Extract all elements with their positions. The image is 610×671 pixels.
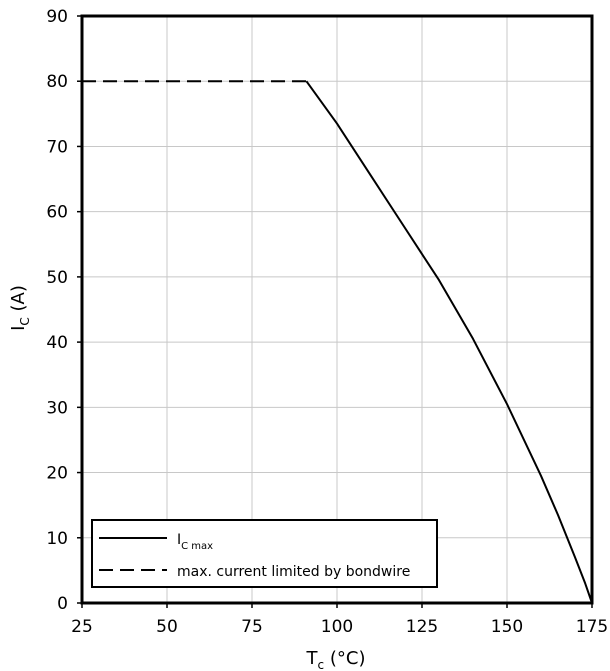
x-axis-label: Tc (°C) <box>306 648 366 671</box>
x-axis-label-sub: c <box>318 658 325 671</box>
x-tick-label: 50 <box>156 617 178 637</box>
x-tick-label: 150 <box>491 617 523 637</box>
series-group <box>82 80 593 604</box>
y-tick-label: 20 <box>46 464 68 484</box>
x-tick-label: 125 <box>406 617 438 637</box>
x-tick-label: 75 <box>241 617 263 637</box>
y-tick-label: 40 <box>46 333 68 353</box>
y-tick-label: 50 <box>46 268 68 288</box>
x-axis-label-rest: (°C) <box>324 648 365 669</box>
x-axis-ticks: 25 50 75 100 125 150 175 <box>71 603 608 637</box>
x-tick-label: 175 <box>576 617 608 637</box>
y-tick-label: 70 <box>46 137 68 157</box>
y-tick-label: 80 <box>46 72 68 92</box>
series-line-ic-max <box>305 80 593 604</box>
legend-entry-bondwire: max. current limited by bondwire <box>177 564 410 580</box>
y-tick-label: 90 <box>46 7 68 27</box>
x-tick-label: 100 <box>321 617 353 637</box>
y-tick-label: 30 <box>46 398 68 418</box>
y-axis-label-main: I <box>8 326 29 331</box>
y-tick-label: 10 <box>46 529 68 549</box>
x-axis-label-main: T <box>306 648 319 669</box>
y-tick-label: 60 <box>46 203 68 223</box>
y-axis-label-rest: (A) <box>8 285 29 317</box>
legend-entry-ic-max-sub: C max <box>181 541 213 552</box>
y-axis-ticks: 0 10 20 30 40 50 60 70 80 90 <box>46 7 82 614</box>
grid <box>81 15 593 604</box>
y-axis-label-sub: C <box>18 317 32 325</box>
legend-entry-ic-max-main: I <box>177 532 181 548</box>
legend-box <box>91 519 438 588</box>
y-tick-label: 0 <box>57 594 68 614</box>
y-axis-label: IC (A) <box>8 285 32 331</box>
x-tick-label: 25 <box>71 617 93 637</box>
legend: IC max max. current limited by bondwire <box>91 519 438 588</box>
legend-entry-ic-max: IC max <box>177 532 213 552</box>
